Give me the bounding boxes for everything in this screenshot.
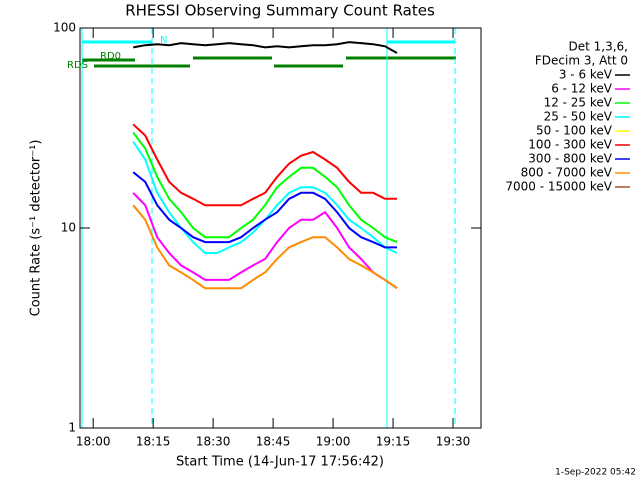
- y-tick-label: 10: [61, 221, 76, 235]
- legend-header: Det 1,3,6,: [569, 40, 629, 54]
- chart-title: RHESSI Observing Summary Count Rates: [125, 2, 435, 20]
- x-tick-label: 19:00: [316, 435, 351, 449]
- legend-label: 25 - 50 keV: [544, 110, 613, 124]
- series-line: [132, 204, 398, 290]
- annotation: RDS: [67, 60, 88, 71]
- series-line: [132, 131, 398, 244]
- legend-label: 6 - 12 keV: [551, 82, 613, 96]
- legend-label: 800 - 7000 keV: [521, 166, 613, 180]
- legend-label: 50 - 100 keV: [536, 124, 613, 138]
- x-tick-label: 18:15: [136, 435, 171, 449]
- annotation: RD0: [100, 51, 121, 62]
- x-tick-label: 19:30: [436, 435, 471, 449]
- legend-header: FDecim 3, Att 0: [535, 54, 628, 68]
- series-line: [133, 41, 398, 54]
- series-line: [132, 123, 397, 207]
- annotation: N: [160, 35, 167, 46]
- x-tick-label: 18:30: [196, 435, 231, 449]
- legend-label: 300 - 800 keV: [528, 152, 612, 166]
- legend-label: 12 - 25 keV: [544, 96, 613, 110]
- plot-frame: [79, 27, 482, 429]
- y-tick-label: 1: [68, 421, 76, 435]
- y-axis-label: Count Rate (s⁻¹ detector⁻¹): [29, 140, 44, 317]
- x-tick-label: 18:00: [76, 435, 111, 449]
- y-tick-label: 100: [53, 21, 76, 35]
- series-line: [132, 141, 398, 254]
- series-line: [132, 192, 398, 290]
- x-axis-label: Start Time (14-Jun-17 17:56:42): [176, 455, 384, 470]
- legend-label: 3 - 6 keV: [559, 68, 613, 82]
- footer: 1-Sep-2022 05:42: [555, 468, 636, 478]
- legend-label: 100 - 300 keV: [528, 138, 612, 152]
- series-line: [132, 171, 397, 249]
- x-tick-label: 18:45: [256, 435, 291, 449]
- legend-label: 7000 - 15000 keV: [505, 180, 612, 194]
- x-tick-label: 19:15: [376, 435, 411, 449]
